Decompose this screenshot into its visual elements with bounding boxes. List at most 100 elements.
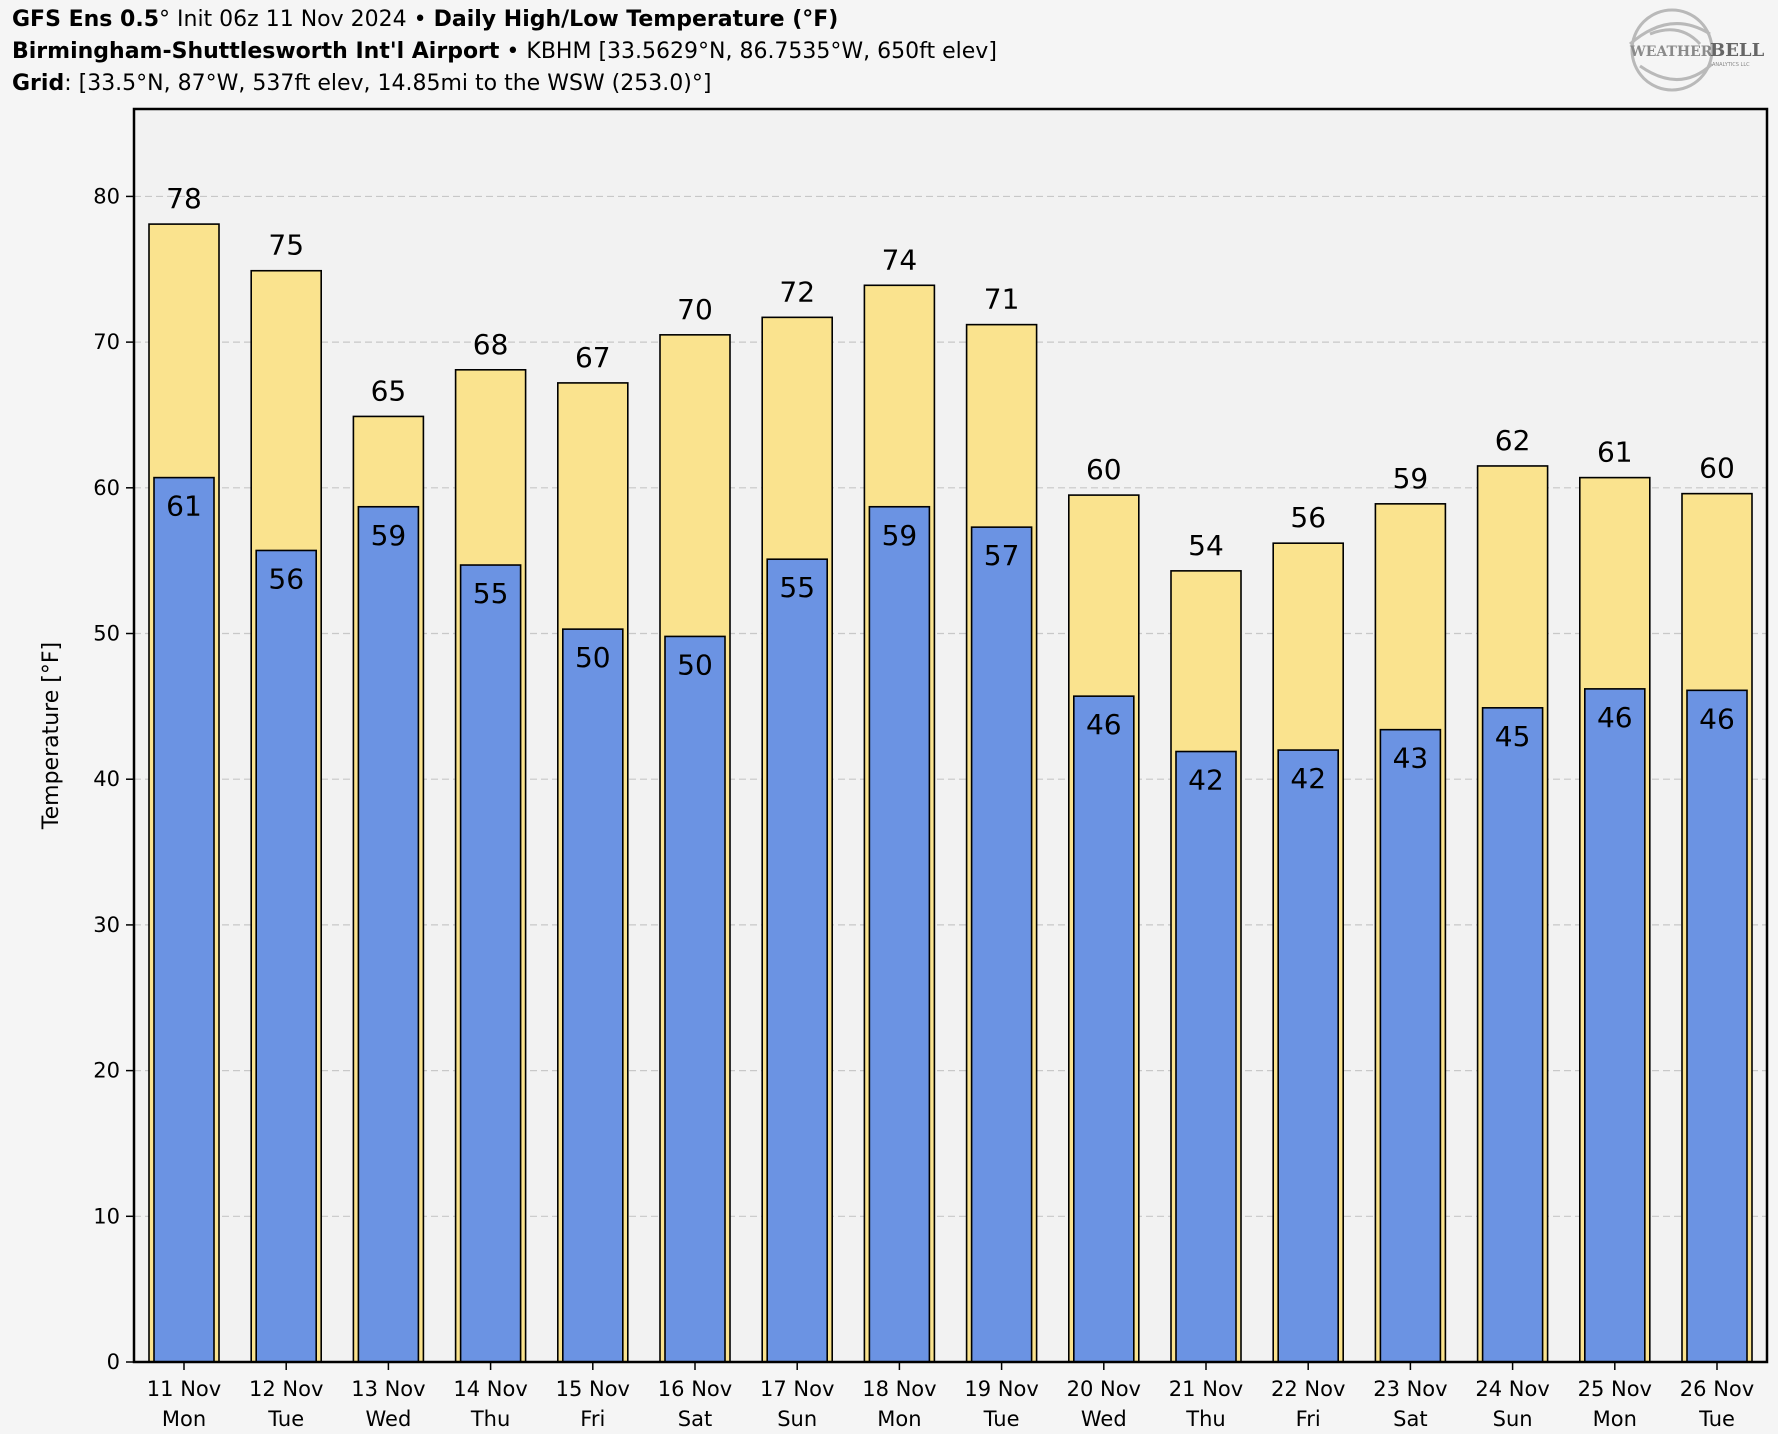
x-tick-weekday: Mon — [162, 1407, 206, 1431]
x-tick-date: 17 Nov — [760, 1377, 834, 1401]
low-temp-bar — [1175, 750, 1237, 1363]
low-temp-label: 61 — [166, 490, 202, 523]
x-axis: 11 Nov Mon 12 Nov Tue 13 Nov Wed 14 Nov Thu 15 N… — [147, 1362, 1754, 1431]
high-temp-label: 60 — [1086, 453, 1122, 486]
low-temp-label: 57 — [984, 539, 1020, 572]
x-tick-weekday: Thu — [470, 1407, 510, 1431]
gridlines — [134, 195, 1767, 1217]
x-tick-weekday: Mon — [877, 1407, 921, 1431]
grid-details: : [33.5°N, 87°W, 537ft elev, 14.85mi to … — [64, 71, 712, 96]
y-axis: 0 10 20 30 40 50 60 70 80 — [93, 184, 134, 1374]
model-name: GFS Ens 0.5 — [12, 7, 160, 32]
logo-text-small: ANALYTICS LLC — [1712, 62, 1750, 68]
low-temp-bar — [357, 505, 420, 1363]
x-tick-weekday: Sat — [1393, 1407, 1427, 1431]
low-temp-bar — [459, 564, 522, 1363]
high-temp-label: 72 — [779, 275, 815, 308]
x-tick-date: 20 Nov — [1067, 1377, 1141, 1401]
y-tick-label: 40 — [93, 767, 120, 791]
high-temp-label: 54 — [1188, 529, 1224, 562]
x-tick-weekday: Sun — [1493, 1407, 1533, 1431]
x-tick-date: 19 Nov — [964, 1377, 1038, 1401]
high-temp-label: 75 — [268, 229, 304, 262]
x-tick-date: 21 Nov — [1169, 1377, 1243, 1401]
station-name: Birmingham-Shuttlesworth Int'l Airport — [12, 39, 500, 64]
bullet: • — [499, 39, 527, 64]
y-tick-label: 70 — [93, 330, 120, 354]
low-temp-label: 42 — [1290, 762, 1326, 795]
init-time: Init 06z 11 Nov 2024 — [170, 7, 407, 32]
low-temp-label: 46 — [1699, 702, 1735, 735]
high-temp-label: 60 — [1699, 452, 1735, 485]
y-tick-label: 80 — [93, 184, 120, 208]
value-labels: 78 61 75 56 65 59 68 55 67 50 70 50 72 55 74 59 71 57 60 46… — [166, 182, 1735, 796]
x-tick-date: 14 Nov — [453, 1377, 527, 1401]
y-tick-label: 10 — [93, 1204, 120, 1228]
low-temp-bar — [766, 558, 829, 1363]
logo-text-bell: BELL — [1710, 40, 1765, 61]
low-temp-bar — [561, 628, 624, 1363]
high-temp-label: 78 — [166, 182, 202, 215]
low-temp-bar — [664, 635, 726, 1363]
low-temp-bar — [1481, 707, 1544, 1363]
x-tick-weekday: Tue — [1698, 1407, 1735, 1431]
bullet: • — [406, 7, 434, 32]
low-temp-bar — [255, 549, 318, 1363]
low-temp-label: 50 — [575, 641, 611, 674]
header-line-2: Birmingham-Shuttlesworth Int'l Airport •… — [12, 38, 997, 66]
high-temp-label: 62 — [1495, 424, 1531, 457]
high-temp-label: 68 — [473, 328, 509, 361]
x-tick-weekday: Fri — [580, 1407, 605, 1431]
low-temp-label: 59 — [371, 519, 407, 552]
high-temp-label: 59 — [1393, 462, 1429, 495]
x-tick-weekday: Wed — [1081, 1407, 1127, 1431]
x-tick-weekday: Wed — [366, 1407, 412, 1431]
high-temp-label: 71 — [984, 283, 1020, 316]
y-tick-label: 20 — [93, 1059, 120, 1083]
high-temp-label: 67 — [575, 341, 611, 374]
low-temp-label: 50 — [677, 648, 713, 681]
low-temp-bar — [1686, 689, 1748, 1363]
low-temp-bar — [1277, 749, 1339, 1363]
y-tick-label: 30 — [93, 913, 120, 937]
x-tick-weekday: Tue — [267, 1407, 304, 1431]
low-temp-bar — [153, 476, 215, 1363]
y-axis-title: Temperature [°F] — [39, 642, 64, 830]
low-temp-label: 43 — [1393, 742, 1429, 775]
x-tick-date: 25 Nov — [1578, 1377, 1652, 1401]
x-tick-date: 26 Nov — [1680, 1377, 1754, 1401]
y-tick-label: 50 — [93, 622, 120, 646]
high-temp-label: 74 — [882, 243, 918, 276]
low-temp-label: 46 — [1597, 701, 1633, 734]
swirl-icon — [1629, 8, 1714, 92]
x-tick-date: 11 Nov — [147, 1377, 221, 1401]
low-temp-bar — [970, 526, 1033, 1363]
grid-label: Grid — [12, 71, 65, 96]
x-tick-weekday: Thu — [1185, 1407, 1225, 1431]
station-details: KBHM [33.5629°N, 86.7535°W, 650ft elev] — [526, 39, 997, 64]
model-degree: ° — [159, 7, 171, 32]
low-temp-label: 55 — [473, 577, 509, 610]
low-temp-bar — [1379, 728, 1442, 1363]
low-temp-bar — [868, 505, 931, 1363]
low-temp-label: 45 — [1495, 720, 1531, 753]
x-tick-date: 23 Nov — [1373, 1377, 1447, 1401]
x-tick-date: 18 Nov — [862, 1377, 936, 1401]
high-temp-label: 70 — [677, 293, 713, 326]
logo-text-weather: WEATHER — [1629, 44, 1713, 60]
high-temp-label: 65 — [371, 374, 407, 407]
high-temp-label: 61 — [1597, 436, 1633, 469]
product-name: Daily High/Low Temperature (°F) — [433, 7, 839, 32]
low-temp-bar — [1073, 695, 1135, 1363]
plot-frame — [132, 107, 1769, 1364]
x-tick-date: 13 Nov — [351, 1377, 425, 1401]
low-temp-label: 59 — [882, 519, 918, 552]
low-temp-label: 55 — [779, 571, 815, 604]
low-temp-label: 56 — [268, 562, 304, 595]
y-tick-label: 60 — [93, 476, 120, 500]
header-line-1: GFS Ens 0.5° Init 06z 11 Nov 2024 • Dail… — [12, 6, 838, 34]
x-tick-date: 15 Nov — [556, 1377, 630, 1401]
x-tick-weekday: Tue — [983, 1407, 1020, 1431]
header-line-3: Grid: [33.5°N, 87°W, 537ft elev, 14.85mi… — [12, 70, 711, 98]
y-tick-label: 0 — [107, 1350, 120, 1374]
